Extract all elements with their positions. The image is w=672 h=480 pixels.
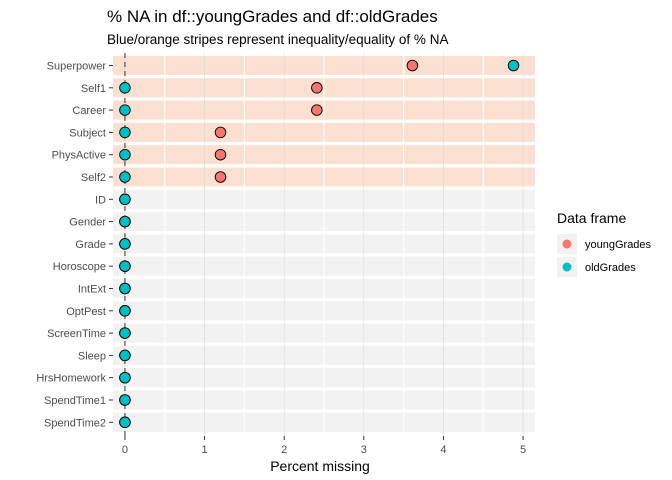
y-tick-label: Horoscope (53, 261, 106, 273)
point-oldGrades (119, 104, 131, 116)
point-oldGrades (119, 394, 131, 406)
x-tick-label: 4 (440, 444, 446, 456)
plot-area: Superpower Self1 Career Subject PhysActive Se… (36, 53, 535, 456)
point-oldGrades (119, 238, 131, 250)
point-oldGrades (119, 260, 131, 272)
point-oldGrades (119, 126, 131, 139)
point-youngGrades (311, 104, 323, 116)
point-oldGrades (119, 193, 131, 206)
y-tick-label: OptPest (66, 306, 106, 318)
x-tick-label: 3 (361, 444, 367, 456)
x-axis-label: Percent missing (270, 458, 370, 474)
legend-label-oldGrades: oldGrades (585, 262, 636, 274)
y-tick-label: Self1 (81, 83, 106, 95)
point-oldGrades (119, 305, 131, 317)
point-oldGrades (119, 327, 131, 339)
point-youngGrades (406, 59, 419, 72)
chart-title: % NA in df::youngGrades and df::oldGrade… (107, 7, 438, 26)
y-tick-label: Self2 (81, 172, 106, 184)
y-tick-label: Superpower (47, 61, 107, 73)
y-tick-label: Grade (75, 239, 106, 251)
y-tick-label: HrsHomework (36, 373, 106, 385)
legend-key-oldGrades (562, 262, 572, 272)
x-tick-label: 0 (122, 444, 128, 456)
y-tick-label: Sleep (78, 350, 106, 362)
point-oldGrades (119, 349, 131, 362)
legend-key-youngGrades (562, 239, 572, 249)
y-tick-label: Gender (69, 217, 106, 229)
point-youngGrades (311, 82, 323, 94)
y-tick-label: ID (95, 194, 106, 206)
y-tick-label: ScreenTime (47, 328, 106, 340)
point-oldGrades (119, 416, 131, 429)
legend-title: Data frame (557, 210, 626, 226)
y-tick-label: PhysActive (52, 150, 106, 162)
y-tick-label: Career (72, 105, 106, 117)
x-tick-label: 5 (520, 444, 526, 456)
point-oldGrades (119, 282, 131, 295)
y-tick-label: IntExt (78, 284, 106, 296)
legend: Data frame youngGrades oldGrades (557, 210, 652, 277)
point-oldGrades (119, 82, 131, 94)
point-oldGrades (119, 215, 131, 228)
point-oldGrades (507, 59, 520, 72)
y-tick-label: SpendTime1 (44, 395, 106, 407)
legend-label-youngGrades: youngGrades (585, 239, 652, 251)
chart-subtitle: Blue/orange stripes represent inequality… (107, 32, 448, 47)
x-tick-label: 2 (281, 444, 287, 456)
point-youngGrades (214, 171, 227, 183)
point-oldGrades (119, 371, 131, 384)
point-youngGrades (214, 148, 227, 161)
x-tick-label: 1 (202, 444, 208, 456)
y-tick-label: SpendTime2 (44, 417, 106, 429)
point-oldGrades (119, 148, 131, 161)
y-tick-label: Subject (69, 127, 106, 139)
point-oldGrades (119, 171, 131, 183)
point-youngGrades (214, 126, 227, 139)
